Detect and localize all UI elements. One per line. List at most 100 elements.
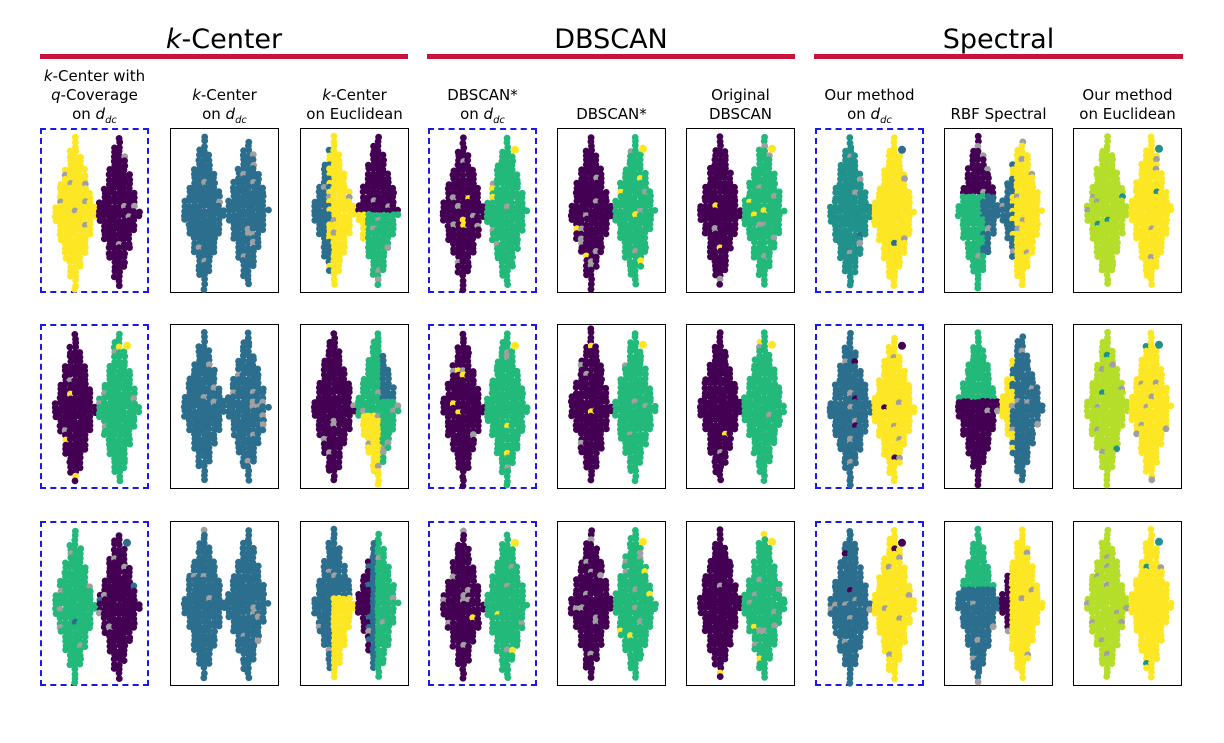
data-point [885,171,893,179]
data-point [587,261,595,269]
data-point [336,444,343,451]
column-title-line: q-Coverage [51,86,138,104]
data-point [498,468,506,476]
data-point [881,412,889,420]
data-point [340,174,348,182]
data-point [479,408,486,416]
data-point [244,457,252,465]
data-point [205,211,213,219]
data-point [905,194,913,201]
scatter-panel-r1-c2 [300,324,409,489]
data-point [331,202,338,210]
data-point [469,380,477,388]
data-point [636,459,644,466]
data-point [837,239,844,247]
data-point [315,425,323,433]
data-point [215,426,223,434]
data-point [851,454,859,462]
data-point [716,262,724,270]
data-point [499,422,506,430]
data-point [1009,161,1016,168]
data-point [460,134,467,142]
data-point [836,394,844,401]
data-point [895,262,903,270]
data-point [66,221,74,229]
data-point [76,203,84,211]
data-point [775,421,782,428]
data-point [513,436,521,443]
data-point [711,244,719,251]
scatter-panel-r1-c1 [170,324,279,489]
data-point [320,416,328,424]
data-point [444,399,452,406]
scatter-panel-r0-c7 [944,128,1053,293]
data-point [504,184,511,192]
data-point [254,192,262,200]
data-point [76,459,84,467]
data-point [597,165,604,173]
data-point [509,262,516,270]
data-point [905,389,913,397]
data-point [126,244,133,251]
data-point [320,366,328,374]
column-title-line: k-Center with [43,67,146,85]
data-point [755,440,763,447]
data-point [592,215,600,223]
data-point [751,166,758,173]
data-point [101,417,108,425]
data-point [464,152,472,159]
data-point [711,426,719,433]
data-point [573,197,581,205]
data-point [607,407,615,415]
data-point [861,194,869,201]
data-point [126,380,133,388]
data-point [588,175,595,183]
data-point [856,386,864,394]
data-point [587,201,595,209]
data-point [503,427,511,435]
data-point [259,207,267,214]
scatter-panel-r0-c1 [170,128,279,293]
data-point [360,224,367,232]
data-point [509,253,516,261]
data-point [335,463,343,471]
data-point [245,198,252,206]
data-point [890,277,898,284]
data-point [760,416,768,424]
column-title-line: DBSCAN [708,105,773,123]
data-point [760,271,768,278]
data-point [245,477,253,484]
data-point [235,225,242,233]
data-point [1113,192,1120,200]
data-point [621,248,629,256]
data-point [220,207,228,214]
data-point [76,426,84,434]
data-point [115,441,123,449]
data-point [597,206,604,214]
data-point [115,231,123,239]
data-point [345,388,353,396]
data-point [1133,179,1140,187]
data-point [760,239,768,246]
data-point [890,147,898,155]
data-point [340,220,348,227]
data-point [101,394,109,401]
data-point [636,454,644,461]
data-point [851,412,859,420]
data-point [459,207,467,215]
data-point [617,202,624,209]
column-title-line: k-Center [192,86,257,104]
scatter-plot [311,132,402,289]
data-point [116,477,124,485]
column-title-2: k-Center on Euclidean [285,86,425,124]
data-point [460,338,467,346]
data-point [249,206,257,214]
data-point [780,207,788,215]
data-point [254,243,262,251]
data-point [503,334,511,342]
data-point [444,413,452,421]
data-point [365,448,373,456]
data-point [345,206,353,214]
data-point [726,207,734,214]
data-point [66,427,74,435]
